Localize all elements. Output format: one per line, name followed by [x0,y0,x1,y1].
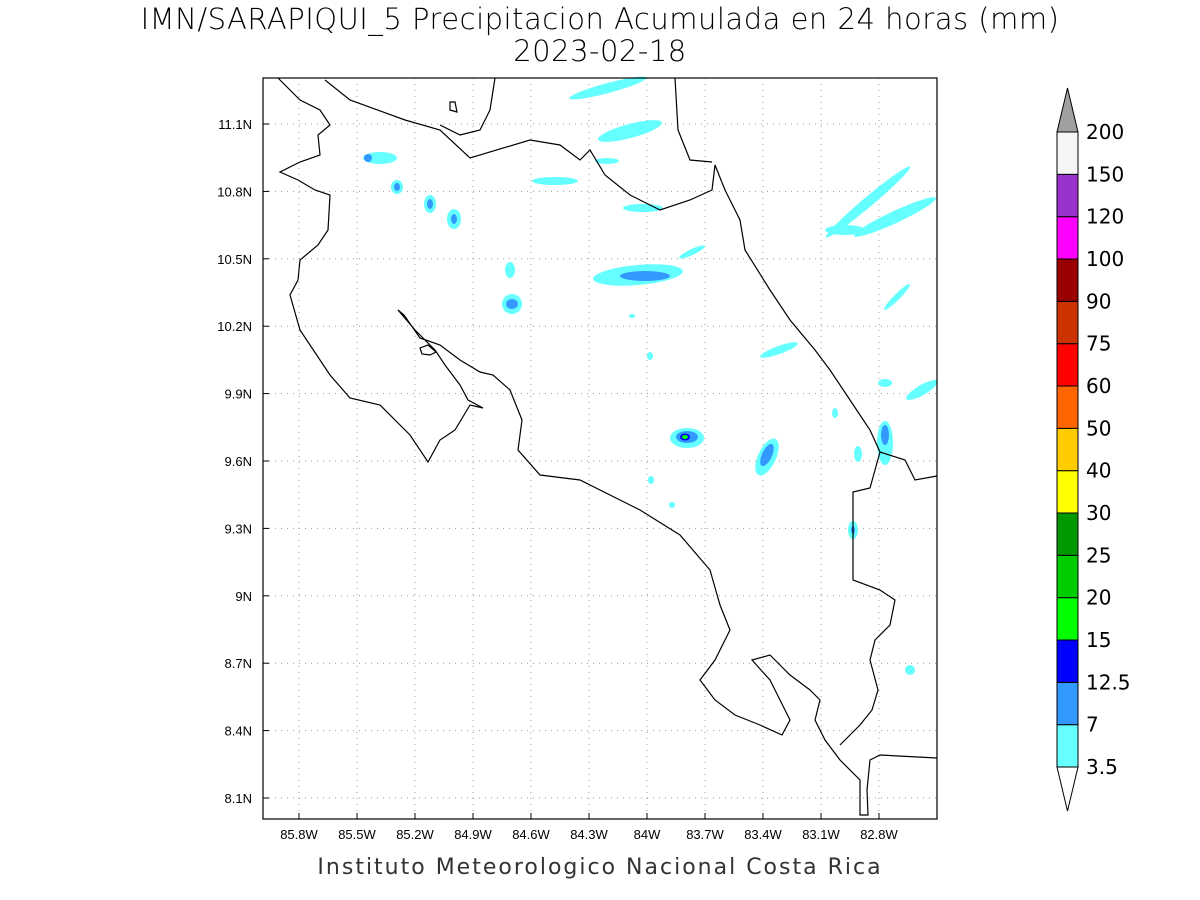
lat-tick-label: 8.1N [225,791,252,806]
lat-tick-label: 9.3N [225,521,252,536]
colorbar-label: 3.5 [1086,755,1118,779]
lon-tick-label: 83.7W [686,827,724,842]
colorbar-label: 100 [1086,247,1124,271]
colorbar-label: 120 [1086,205,1124,229]
colorbar-segment [1056,512,1079,556]
lon-tick-label: 85.8W [280,827,318,842]
map-frame [262,77,938,820]
colorbar-segment [1056,173,1079,218]
lat-tick-label: 9N [235,589,252,604]
colorbar-segment [1056,343,1079,387]
lon-tick-label: 84.3W [570,827,608,842]
lon-tick-label: 85.5W [338,827,376,842]
map-title: IMN/SARAPIQUI_5 Precipitacion Acumulada … [140,2,1060,36]
colorbar-segment [1056,597,1079,641]
colorbar-label: 50 [1086,416,1111,440]
colorbar-segment [1056,554,1079,599]
lon-tick-label: 84.9W [454,827,492,842]
lat-tick-label: 9.9N [225,387,252,402]
colorbar-segment [1056,427,1079,472]
axis-ticks: 85.8W 85.5W 85.2W 84.9W 84.6W 84.3W 84W 83.7W 83… [217,117,898,842]
colorbar-label: 12.5 [1086,670,1131,694]
lon-tick-label: 82.8W [860,827,898,842]
colorbar-segment [1056,681,1079,726]
colorbar-label: 75 [1086,332,1111,356]
lon-tick-label: 85.2W [396,827,434,842]
colorbar-label: 30 [1086,501,1111,525]
grid-lines [263,78,937,819]
coastline [277,77,938,816]
colorbar-segment [1056,258,1079,302]
map-date: 2023-02-18 [513,34,687,68]
colorbar-segment [1056,639,1079,683]
colorbar-segment [1056,300,1079,345]
lat-tick-label: 9.6N [225,454,252,469]
colorbar-over-triangle [1056,87,1079,133]
colorbar-under-triangle [1056,766,1079,812]
colorbar-label: 20 [1086,586,1111,610]
colorbar-label: 25 [1086,543,1111,567]
colorbar-segment [1056,724,1079,768]
lat-tick-label: 8.7N [225,656,252,671]
lon-tick-label: 84W [634,827,661,842]
lat-tick-label: 10.5N [217,252,252,267]
colorbar-label: 200 [1086,120,1124,144]
colorbar-label: 60 [1086,374,1111,398]
colorbar-label: 7 [1086,713,1099,737]
colorbar-segment [1056,470,1079,514]
lon-tick-label: 83.1W [802,827,840,842]
lon-tick-label: 83.4W [744,827,782,842]
colorbar-label: 40 [1086,459,1111,483]
footer-credit: Instituto Meteorologico Nacional Costa R… [317,855,883,880]
colorbar-label: 90 [1086,289,1111,313]
colorbar-label: 15 [1086,628,1111,652]
lat-tick-label: 10.8N [217,184,252,199]
colorbar-segment [1056,131,1079,175]
colorbar-label: 150 [1086,162,1124,186]
colorbar-segment [1056,216,1079,260]
colorbar-segment [1056,385,1079,429]
lat-tick-label: 8.4N [225,724,252,739]
precipitation-contours [363,76,938,675]
lat-tick-label: 10.2N [217,319,252,334]
lon-tick-label: 84.6W [512,827,550,842]
colorbar: 3.5 7 12.5 15 20 25 30 40 50 60 75 90 100 120 150 200 [1056,87,1131,812]
lat-tick-label: 11.1N [218,117,252,132]
